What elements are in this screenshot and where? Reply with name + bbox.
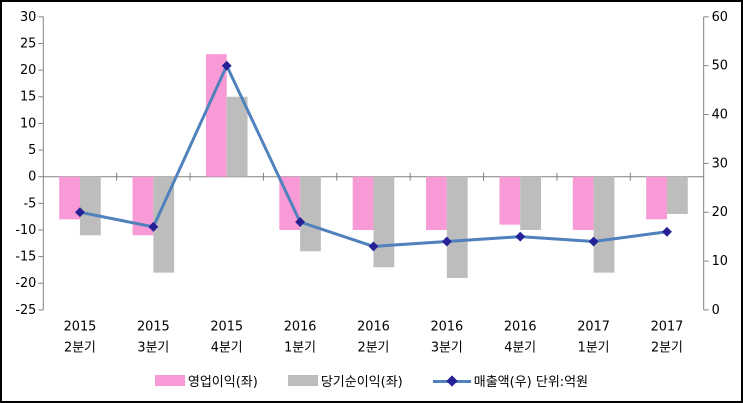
left-axis-tick-label: -15 <box>15 250 36 265</box>
net-profit-bar <box>446 176 468 278</box>
revenue-marker <box>75 207 85 218</box>
revenue-line-swatch <box>432 374 471 387</box>
left-axis-tick-label: 20 <box>20 63 36 78</box>
left-axis-tick-label: 10 <box>20 116 36 131</box>
operating-profit-bar <box>426 176 447 230</box>
legend-item-operating-profit: 영업이익(좌) <box>154 371 258 390</box>
revenue-marker <box>441 236 452 247</box>
net-profit-bar <box>666 176 688 215</box>
x-axis-category-label: 2016 1분기 <box>284 320 317 356</box>
left-axis-tick-label: 5 <box>28 143 36 158</box>
right-axis-tick-label: 0 <box>712 303 720 318</box>
legend-label-net-profit: 당기순이익(좌) <box>320 375 403 390</box>
operating-profit-bar <box>572 176 594 230</box>
x-axis-category-label: 2016 3분기 <box>430 320 463 356</box>
left-axis-tick-label: -5 <box>24 196 37 211</box>
revenue-diamond-icon <box>446 374 458 387</box>
x-axis-category-label: 2016 4분기 <box>504 320 537 356</box>
left-axis-tick-label: 30 <box>20 10 36 25</box>
revenue-marker <box>295 217 306 227</box>
right-axis-tick-label: 60 <box>712 10 728 25</box>
right-axis-tick-label: 30 <box>712 156 728 171</box>
net-profit-bar <box>153 176 175 273</box>
left-axis-tick-label: 15 <box>20 90 36 105</box>
legend-item-net-profit: 당기순이익(좌) <box>287 371 403 390</box>
right-axis-tick-label: 20 <box>712 205 728 220</box>
right-axis-tick-label: 10 <box>712 254 728 269</box>
operating-profit-bar <box>646 176 667 220</box>
legend-item-revenue: 매출액(우) 단위:억원 <box>432 371 589 390</box>
x-axis-category-label: 2015 3분기 <box>137 320 170 356</box>
left-axis-tick-label: 0 <box>28 170 36 185</box>
net-profit-bar <box>226 96 248 177</box>
net-profit-swatch <box>287 375 318 386</box>
left-axis-tick-label: -25 <box>15 303 36 318</box>
left-axis-tick-label: -10 <box>15 223 36 238</box>
revenue-marker <box>368 241 379 252</box>
revenue-marker <box>515 231 526 242</box>
legend-label-operating-profit: 영업이익(좌) <box>187 375 258 390</box>
operating-profit-swatch <box>154 375 185 386</box>
operating-profit-bar <box>59 176 80 220</box>
x-axis-category-label: 2017 1분기 <box>577 320 610 356</box>
operating-profit-bar <box>352 176 374 230</box>
right-axis-tick-label: 40 <box>712 107 728 122</box>
right-axis-tick-label: 50 <box>712 59 728 74</box>
net-profit-bar <box>593 176 615 273</box>
x-axis-category-label: 2017 2분기 <box>651 320 684 356</box>
x-axis-category-label: 2016 2분기 <box>357 320 390 356</box>
revenue-marker <box>662 226 672 237</box>
operating-profit-bar <box>132 176 154 236</box>
legend-label-revenue: 매출액(우) 단위:억원 <box>473 375 589 390</box>
net-profit-bar <box>520 176 542 230</box>
left-axis-tick-label: 25 <box>20 36 36 51</box>
net-profit-bar <box>373 176 395 268</box>
operating-profit-bar <box>205 54 227 177</box>
net-profit-bar <box>300 176 321 252</box>
left-axis-tick-label: -20 <box>15 276 36 291</box>
net-profit-bar <box>79 176 101 236</box>
chart-legend: 영업이익(좌) 당기순이익(좌) 매출액(우) 단위:억원 <box>2 371 741 390</box>
revenue-marker <box>221 60 232 71</box>
x-axis-category-label: 2015 4분기 <box>210 320 243 356</box>
revenue-marker <box>148 221 159 232</box>
operating-profit-bar <box>499 176 521 225</box>
x-axis-category-label: 2015 2분기 <box>64 320 97 356</box>
